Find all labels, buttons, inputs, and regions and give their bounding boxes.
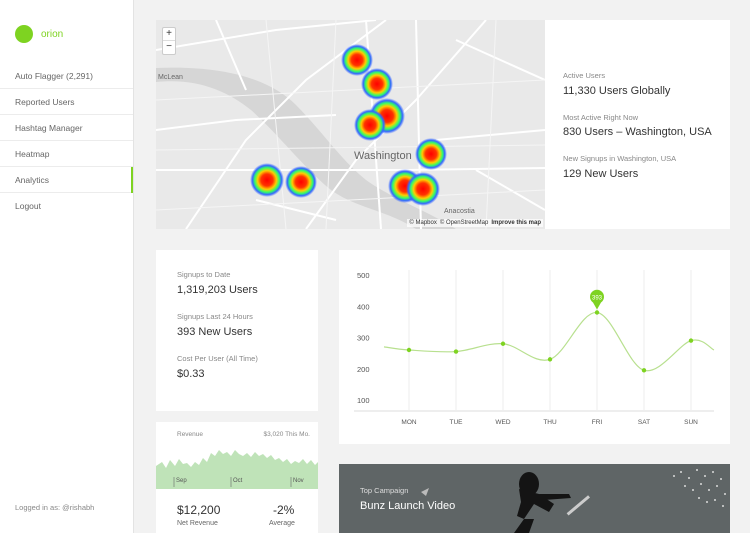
brand-name: orion bbox=[41, 28, 64, 40]
sidebar-item-label: Hashtag Manager bbox=[15, 122, 83, 133]
revenue-month-nov: Nov bbox=[293, 478, 304, 484]
cost-per-user-label: Cost Per User (All Time) bbox=[177, 354, 258, 363]
zoom-in-button[interactable]: + bbox=[163, 28, 175, 41]
data-point-wed bbox=[500, 341, 506, 346]
map-city-label: Washington bbox=[354, 150, 412, 162]
map-label-mclean: McLean bbox=[158, 74, 183, 81]
active-users-label: Active Users bbox=[563, 71, 606, 80]
map-label-anacostia: Anacostia bbox=[444, 208, 475, 215]
data-point-tue bbox=[453, 349, 459, 354]
y-tick-label: 500 bbox=[357, 271, 370, 280]
attribution-osm[interactable]: © OpenStreetMap bbox=[439, 220, 489, 226]
map-card: + − McLean Anacostia Washington © Mapbox… bbox=[156, 20, 730, 229]
x-tick-label: TUE bbox=[450, 419, 464, 426]
top-campaign-label: Top Campaign bbox=[360, 486, 409, 495]
revenue-axis bbox=[156, 477, 318, 489]
sidebar-item-label: Reported Users bbox=[15, 96, 75, 107]
revenue-month-oct: Oct bbox=[233, 478, 243, 484]
new-signups-label: New Signups in Washington, USA bbox=[563, 154, 677, 163]
data-point-sat bbox=[641, 368, 647, 373]
x-tick-label: WED bbox=[495, 419, 510, 426]
sidebar-item-label: Auto Flagger (2,291) bbox=[15, 70, 93, 81]
sidebar-item-reported-users[interactable]: Reported Users bbox=[0, 89, 133, 115]
signups-last24-label: Signups Last 24 Hours bbox=[177, 312, 253, 321]
net-revenue-value: $12,200 bbox=[177, 503, 221, 517]
y-tick-label: 400 bbox=[357, 302, 370, 311]
revenue-card: Revenue $3,020 This Mo. Sep Oct Nov $12,… bbox=[156, 422, 318, 533]
average-value: -2% bbox=[273, 503, 295, 517]
revenue-month-sep: Sep bbox=[176, 478, 187, 484]
signups-to-date-label: Signups to Date bbox=[177, 270, 231, 279]
brand[interactable]: orion bbox=[15, 25, 63, 43]
y-tick-label: 300 bbox=[357, 334, 370, 343]
y-tick-label: 100 bbox=[357, 396, 370, 405]
sidebar-nav: Auto Flagger (2,291) Reported Users Hash… bbox=[0, 63, 133, 219]
new-signups-value: 129 New Users bbox=[563, 168, 639, 180]
average-label: Average bbox=[269, 520, 295, 527]
logged-in-label: Logged in as: @rishabh bbox=[15, 503, 95, 512]
sidebar: orion Auto Flagger (2,291) Reported User… bbox=[0, 0, 134, 533]
y-tick-label: 200 bbox=[357, 365, 370, 374]
active-users-value: 11,330 Users Globally bbox=[563, 85, 671, 97]
sidebar-item-auto-flagger[interactable]: Auto Flagger (2,291) bbox=[0, 63, 133, 89]
signups-line-chart: 100 200 300 400 500 MON TUE WED THU FRI SAT SUN 393 bbox=[354, 270, 715, 426]
highlight-marker bbox=[590, 289, 604, 310]
map-roads bbox=[156, 20, 545, 229]
top-campaign-card[interactable]: Top Campaign Bunz Launch Video bbox=[339, 464, 730, 533]
signups-last24-value: 393 New Users bbox=[177, 326, 253, 338]
revenue-label: Revenue bbox=[177, 431, 204, 438]
sidebar-item-hashtag-manager[interactable]: Hashtag Manager bbox=[0, 115, 133, 141]
x-tick-label: SAT bbox=[638, 419, 650, 426]
x-tick-label: SUN bbox=[684, 419, 698, 426]
revenue-month: $3,020 This Mo. bbox=[263, 431, 311, 438]
highlight-label: 393 bbox=[592, 296, 603, 302]
improve-map-link[interactable]: Improve this map bbox=[491, 220, 541, 226]
sidebar-item-label: Heatmap bbox=[15, 148, 50, 159]
cost-per-user-value: $0.33 bbox=[177, 368, 205, 380]
x-tick-label: MON bbox=[401, 419, 416, 426]
most-active-value: 830 Users – Washington, USA bbox=[563, 126, 712, 138]
signups-card: Signups to Date 1,319,203 Users Signups … bbox=[156, 250, 318, 411]
zoom-out-button[interactable]: − bbox=[166, 41, 172, 52]
signups-to-date-value: 1,319,203 Users bbox=[177, 284, 258, 296]
sidebar-item-label: Logout bbox=[15, 201, 41, 211]
sidebar-item-logout[interactable]: Logout bbox=[0, 193, 133, 219]
series-line bbox=[383, 311, 715, 372]
map-zoom-control: + − bbox=[162, 27, 176, 55]
heatmap-map[interactable]: + − McLean Anacostia Washington © Mapbox… bbox=[156, 20, 545, 229]
data-point-fri bbox=[594, 310, 600, 315]
x-tick-label: FRI bbox=[592, 419, 603, 426]
data-point-mon bbox=[406, 347, 412, 353]
attribution-mapbox[interactable]: © Mapbox bbox=[409, 220, 437, 226]
data-point-thu bbox=[547, 357, 553, 362]
most-active-label: Most Active Right Now bbox=[563, 113, 639, 122]
top-campaign-title: Bunz Launch Video bbox=[360, 500, 456, 512]
sidebar-item-heatmap[interactable]: Heatmap bbox=[0, 141, 133, 167]
campaign-thumbnail-image bbox=[339, 464, 730, 533]
map-attribution: © Mapbox © OpenStreetMap Improve this ma… bbox=[407, 219, 543, 227]
net-revenue-label: Net Revenue bbox=[177, 520, 218, 527]
sidebar-item-label: Analytics bbox=[15, 174, 50, 185]
x-tick-label: THU bbox=[543, 419, 557, 426]
data-point-sun bbox=[688, 338, 694, 343]
brand-logo-icon bbox=[15, 25, 33, 43]
signups-chart-card: 100 200 300 400 500 MON TUE WED THU FRI SAT SUN 393 bbox=[339, 250, 730, 444]
sidebar-item-analytics[interactable]: Analytics bbox=[0, 167, 133, 193]
